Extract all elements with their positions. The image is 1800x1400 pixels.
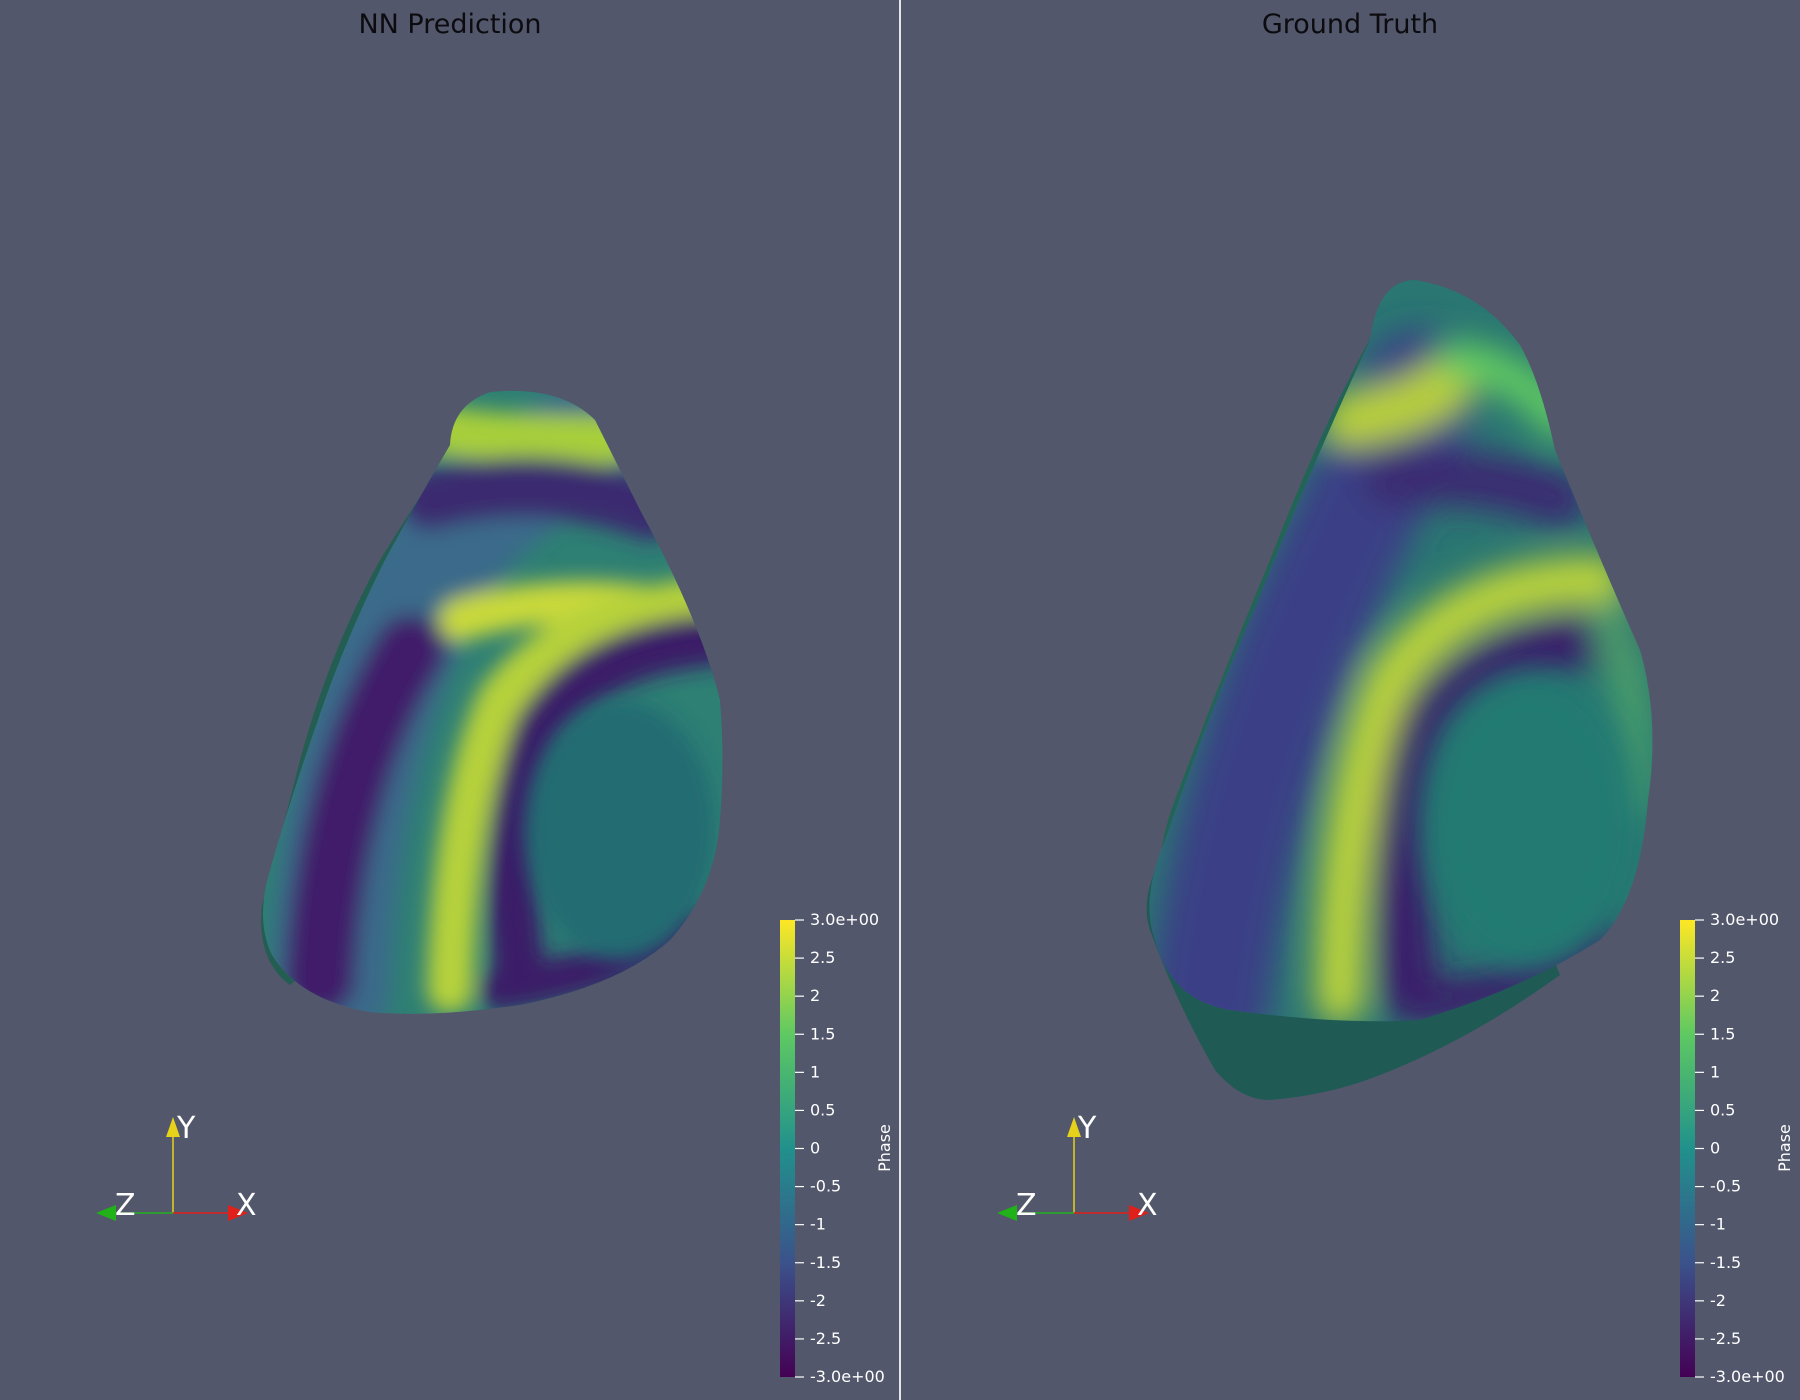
orientation-axes: Y X Z — [96, 1111, 257, 1223]
z-axis-arrow-icon — [997, 1205, 1017, 1221]
colorbar-tick-label: 0 — [1710, 1139, 1720, 1158]
colorbar-tick-label: 2.5 — [810, 948, 835, 967]
mesh-bottom-face — [1146, 860, 1560, 1100]
colorbar-tick-label: 1 — [1710, 1062, 1720, 1081]
colorbar: 3.0e+00 2.5 2 1.5 1 0.5 0 -0.5 -1 -1.5 -2 -2.5 -3.0e… — [780, 910, 894, 1386]
colorbar-tick-label: 2.5 — [1710, 948, 1735, 967]
colorbar-tick-label: 0 — [810, 1139, 820, 1158]
colorbar-tick-label: 0.5 — [810, 1100, 835, 1119]
z-axis-arrow-icon — [96, 1205, 116, 1221]
colorbar-title: Phase — [875, 1124, 894, 1172]
colorbar-tick-label: -0.5 — [810, 1177, 841, 1196]
colorbar-tick-label: -2.5 — [810, 1329, 841, 1348]
colorbar-tick-label: -1 — [1710, 1215, 1726, 1234]
z-axis-label: Z — [115, 1188, 136, 1223]
colorbar-tick-label: -1 — [810, 1215, 826, 1234]
colorbar-tick-label: 1 — [810, 1062, 820, 1081]
colorbar-tick-label: -0.5 — [1710, 1177, 1741, 1196]
colorbar-tick-label: -2 — [810, 1291, 826, 1310]
panel-nn-prediction[interactable]: NN Prediction — [96, 9, 894, 1386]
x-axis-arrow-icon — [1129, 1205, 1149, 1221]
colorbar-tick-label: 3.0e+00 — [1710, 910, 1779, 929]
panel-title: Ground Truth — [1262, 9, 1438, 40]
colorbar-tick-label: -1.5 — [1710, 1253, 1741, 1272]
x-axis-label: X — [1137, 1188, 1158, 1223]
colorbar-tick-label: -1.5 — [810, 1253, 841, 1272]
colorbar-tick-label: -3.0e+00 — [810, 1367, 885, 1386]
orientation-axes: Y X Z — [997, 1111, 1158, 1223]
z-axis-label: Z — [1016, 1188, 1037, 1223]
y-axis-label: Y — [1077, 1111, 1097, 1146]
mesh-surface[interactable] — [240, 370, 740, 1030]
y-axis-arrow-icon — [1067, 1117, 1081, 1137]
x-axis-label: X — [236, 1188, 257, 1223]
panel-divider — [899, 0, 901, 1400]
y-axis-label: Y — [176, 1111, 196, 1146]
colorbar-tick-label: -3.0e+00 — [1710, 1367, 1785, 1386]
colorbar-tick-label: 2 — [1710, 986, 1720, 1005]
colorbar-gradient — [1680, 920, 1695, 1377]
colorbar-gradient — [780, 920, 795, 1377]
y-axis-arrow-icon — [166, 1117, 180, 1137]
colorbar-tick-label: -2 — [1710, 1291, 1726, 1310]
mesh-surface[interactable] — [1140, 270, 1660, 1100]
colorbar-tick-label: 3.0e+00 — [810, 910, 879, 929]
colorbar-tick-label: 0.5 — [1710, 1100, 1735, 1119]
colorbar-tick-label: 1.5 — [1710, 1024, 1735, 1043]
colorbar-tick-label: -2.5 — [1710, 1329, 1741, 1348]
colorbar: 3.0e+00 2.5 2 1.5 1 0.5 0 -0.5 -1 -1.5 -2 -2.5 -3.0e… — [1680, 910, 1794, 1386]
colorbar-title: Phase — [1775, 1124, 1794, 1172]
panel-title: NN Prediction — [358, 9, 541, 40]
colorbar-tick-label: 2 — [810, 986, 820, 1005]
colorbar-tick-label: 1.5 — [810, 1024, 835, 1043]
panel-ground-truth[interactable]: Ground Truth — [997, 9, 1794, 1386]
x-axis-arrow-icon — [228, 1205, 248, 1221]
